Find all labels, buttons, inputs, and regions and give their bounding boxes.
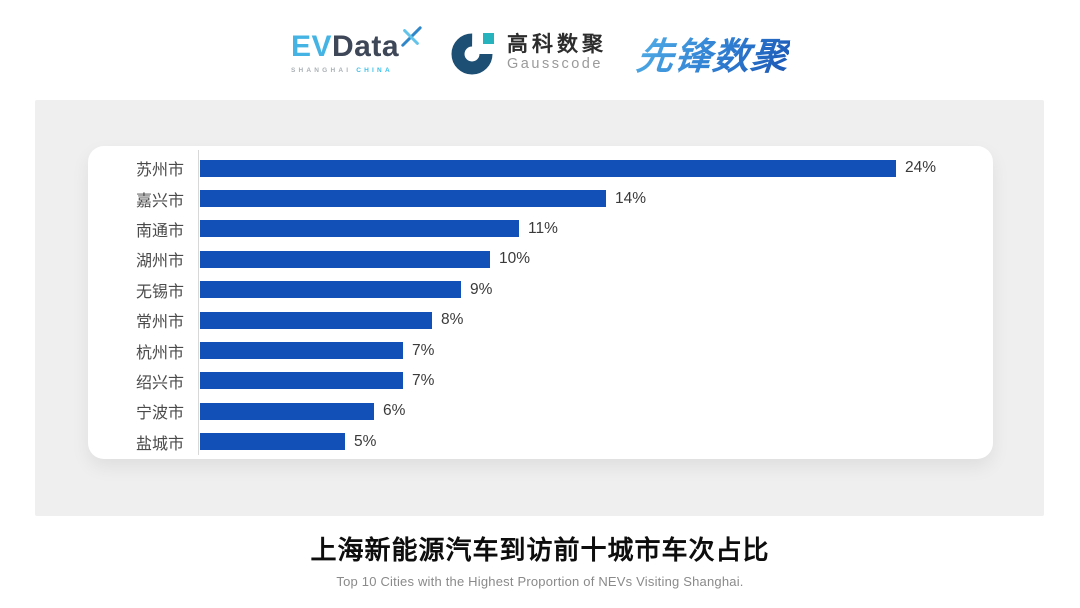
chart-row: 嘉兴市 14% <box>88 183 993 213</box>
chart-row: 宁波市 6% <box>88 396 993 426</box>
value-label: 6% <box>383 402 406 420</box>
evdata-subtext: SHANGHAI CHINA <box>291 67 393 74</box>
y-axis-line <box>198 150 199 455</box>
value-label: 7% <box>412 371 435 389</box>
xianfeng-wordmark: 先锋数聚 <box>634 26 792 80</box>
value-label: 7% <box>412 341 435 359</box>
gausscode-g-icon <box>451 33 495 75</box>
bar <box>200 159 896 177</box>
evdata-data-text: Data <box>332 30 400 63</box>
evdata-shanghai-text: SHANGHAI <box>290 67 352 74</box>
bar <box>200 220 519 238</box>
bar <box>200 342 403 360</box>
chart-rows: 苏州市 24% 嘉兴市 14% 南通市 11% 湖州市 10% 无锡市 9% 常州市 8% 杭州市 7% 绍… <box>88 153 993 457</box>
chart-row: 杭州市 7% <box>88 335 993 365</box>
category-label: 无锡市 <box>135 283 184 301</box>
category-label: 杭州市 <box>135 344 184 362</box>
chart-row: 南通市 11% <box>88 214 993 244</box>
chart-card: 苏州市 24% 嘉兴市 14% 南通市 11% 湖州市 10% 无锡市 9% 常州市 8% 杭州市 7% 绍… <box>88 146 993 459</box>
category-label: 苏州市 <box>135 162 184 180</box>
bar <box>200 433 345 451</box>
chart-row: 湖州市 10% <box>88 244 993 274</box>
chart-panel: 苏州市 24% 嘉兴市 14% 南通市 11% 湖州市 10% 无锡市 9% 常州市 8% 杭州市 7% 绍… <box>35 100 1044 516</box>
category-label: 盐城市 <box>135 435 184 453</box>
value-label: 10% <box>499 250 531 268</box>
chart-row: 苏州市 24% <box>88 153 993 183</box>
gausscode-en-text: Gausscode <box>507 55 603 72</box>
category-label: 湖州市 <box>135 253 184 271</box>
chart-row: 无锡市 9% <box>88 275 993 305</box>
xianfeng-logo: 先锋数聚 <box>634 26 792 80</box>
bar <box>200 372 403 390</box>
category-label: 绍兴市 <box>135 374 184 392</box>
category-label: 嘉兴市 <box>135 192 184 210</box>
caption: 上海新能源汽车到访前十城市车次占比 Top 10 Cities with the… <box>0 530 1080 589</box>
value-label: 9% <box>470 280 493 298</box>
value-label: 24% <box>905 159 937 177</box>
value-label: 8% <box>441 311 464 329</box>
logo-bar: EV Data SHANGHAI CHINA 高科数聚 Gausscode <box>0 18 1080 88</box>
category-label: 宁波市 <box>135 405 184 423</box>
evdata-china-text: CHINA <box>356 67 393 74</box>
category-label: 常州市 <box>135 314 184 332</box>
bar <box>200 281 461 299</box>
bar <box>200 402 374 420</box>
chart-row: 绍兴市 7% <box>88 366 993 396</box>
evdata-logo: EV Data SHANGHAI CHINA <box>290 26 422 74</box>
category-label: 南通市 <box>135 222 184 240</box>
chart-subtitle: Top 10 Cities with the Highest Proportio… <box>336 574 744 589</box>
evdata-ev-text: EV <box>290 30 332 63</box>
chart-row: 常州市 8% <box>88 305 993 335</box>
bar <box>200 190 606 208</box>
gausscode-text: 高科数聚 Gausscode <box>507 33 607 73</box>
gausscode-cn-text: 高科数聚 <box>507 32 608 56</box>
evdata-x-icon <box>401 26 422 47</box>
bar <box>200 311 432 329</box>
value-label: 11% <box>528 219 558 237</box>
chart-title: 上海新能源汽车到访前十城市车次占比 <box>310 535 770 565</box>
evdata-wordmark: EV Data <box>290 26 422 63</box>
bar <box>200 250 490 268</box>
value-label: 5% <box>354 432 377 450</box>
value-label: 14% <box>615 189 647 207</box>
chart-row: 盐城市 5% <box>88 427 993 457</box>
gausscode-logo: 高科数聚 Gausscode <box>451 30 607 76</box>
